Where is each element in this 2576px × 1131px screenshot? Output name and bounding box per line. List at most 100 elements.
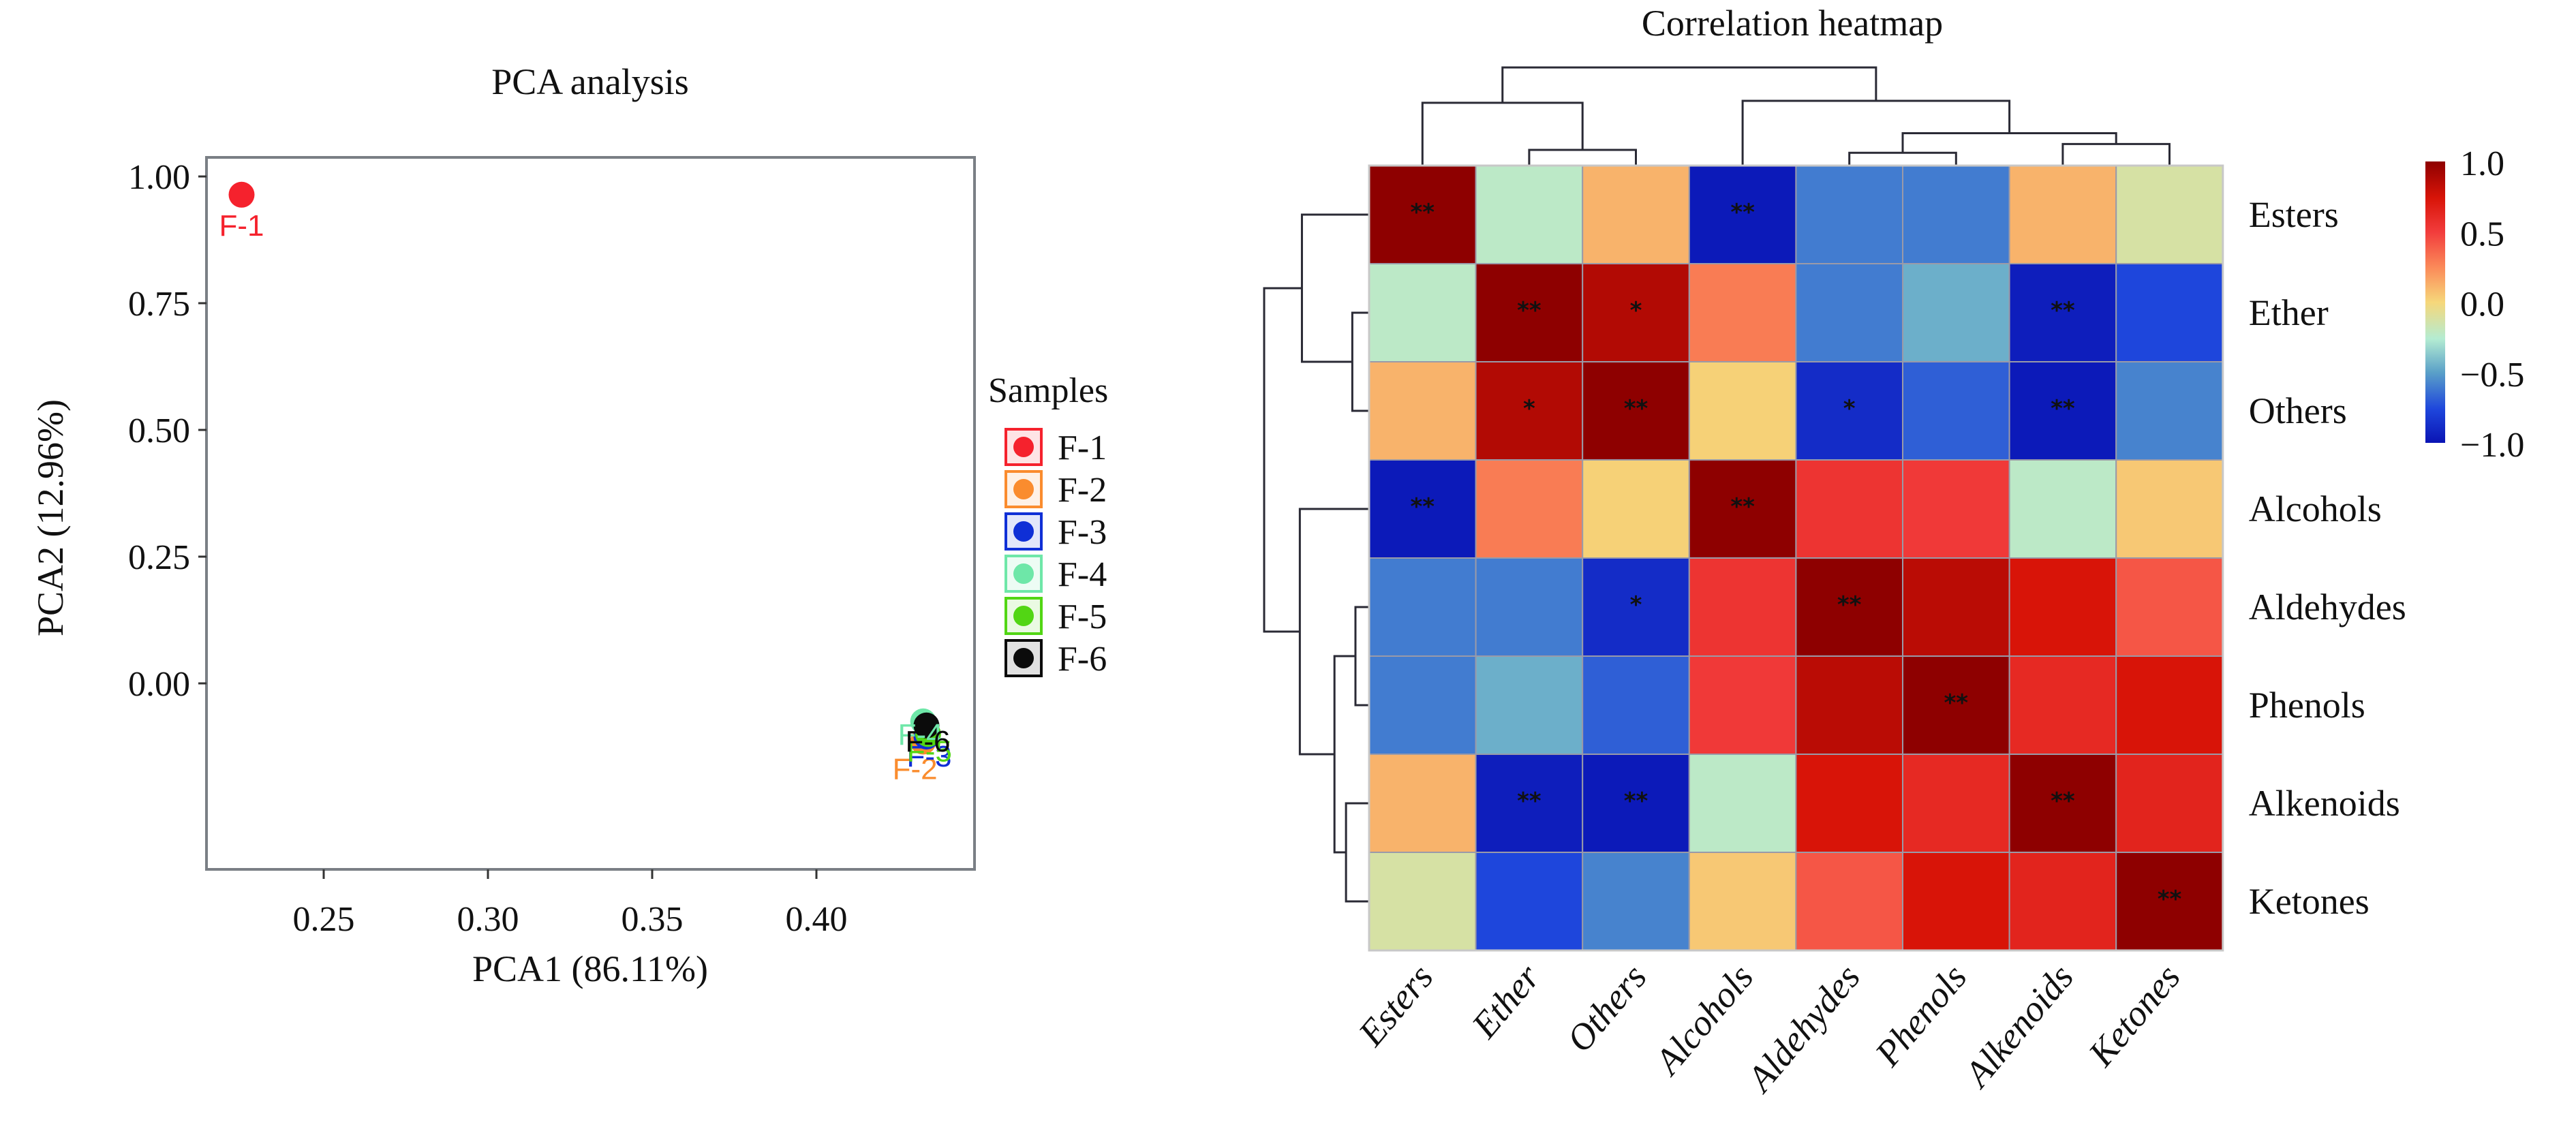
heatmap-cell xyxy=(1582,852,1690,951)
significance-mark: ** xyxy=(2051,395,2075,422)
colorbar-tick-label: −0.5 xyxy=(2460,356,2524,394)
heatmap-cell xyxy=(1902,263,2010,362)
heatmap-border xyxy=(1368,164,2224,952)
legend-key-marker xyxy=(1013,479,1034,499)
heatmap-cell xyxy=(1795,557,1903,657)
column-label: Alkenoids xyxy=(1955,957,2081,1096)
heatmap-cell xyxy=(2115,557,2224,657)
heatmap-cell xyxy=(2115,655,2224,755)
heatmap-cell xyxy=(1475,655,1584,755)
significance-mark: ** xyxy=(1411,199,1435,226)
data-point-label: F-6 xyxy=(905,725,950,758)
heatmap-cell xyxy=(1902,557,2010,657)
column-label: Phenols xyxy=(1867,957,1974,1074)
heatmap-cell xyxy=(1368,361,1477,461)
heatmap-cell xyxy=(1795,655,1903,755)
significance-mark: ** xyxy=(1624,788,1649,815)
legend-key-box xyxy=(1005,428,1043,466)
heatmap-cell xyxy=(1902,165,2010,264)
heatmap-cell xyxy=(1582,557,1690,657)
legend-label: F-1 xyxy=(1058,429,1107,467)
legend-item-f-1: F-1 xyxy=(1005,428,1107,467)
heatmap-cell xyxy=(1795,361,1903,461)
heatmap-cell xyxy=(1475,852,1584,951)
legend-key-marker xyxy=(1013,648,1034,668)
legend-item-f-5: F-5 xyxy=(1005,597,1107,636)
heatmap-cell xyxy=(1475,459,1584,559)
colorbar-tick-label: 0.0 xyxy=(2460,285,2504,324)
column-label: Aldehydes xyxy=(1738,957,1868,1100)
heatmap-cell xyxy=(2008,852,2117,951)
data-point-label: F-1 xyxy=(219,209,264,243)
significance-mark: ** xyxy=(1517,297,1542,324)
pca-legend: Samples F-1 F-2F-3F-4 F-5 F-6 xyxy=(988,371,1108,679)
legend-label: F-6 xyxy=(1058,640,1107,679)
significance-mark: ** xyxy=(1837,591,1862,619)
column-label: Alcohols xyxy=(1646,957,1761,1083)
dendrogram-branch xyxy=(1501,66,1877,103)
legend-key-box xyxy=(1005,597,1043,635)
significance-mark: ** xyxy=(2158,886,2182,913)
colorbar-tick-label: −1.0 xyxy=(2460,426,2524,465)
row-dendrogram xyxy=(1263,213,1369,903)
column-label: Ether xyxy=(1463,956,1548,1046)
heatmap-cell xyxy=(2008,263,2117,362)
significance-mark: ** xyxy=(1411,493,1435,521)
heatmap-cell xyxy=(1475,361,1584,461)
significance-mark: ** xyxy=(1730,493,1755,521)
row-labels: Esters Ether Others Alcohols Aldehydes Phenol… xyxy=(2249,194,2406,922)
dendrogram-branch xyxy=(1333,655,1355,854)
heatmap-cell xyxy=(1688,557,1797,657)
heatmap-cell xyxy=(1368,263,1477,362)
heatmap-cell xyxy=(1475,165,1584,264)
heatmap-cell xyxy=(1582,754,1690,853)
heatmap-cell xyxy=(2115,263,2224,362)
heatmap-cell xyxy=(1582,459,1690,559)
dendrogram-branch xyxy=(1263,287,1302,633)
legend-item-f-2: F-2 xyxy=(1005,470,1107,510)
pca-y-ticks: 1.00 0.75 0.50 0.25 0.00 xyxy=(128,158,206,704)
pca-title: PCA analysis xyxy=(491,61,689,102)
heatmap-cell xyxy=(2115,459,2224,559)
heatmap-cell xyxy=(1368,754,1477,853)
heatmap-cell xyxy=(1368,655,1477,755)
heatmap-cell xyxy=(2008,655,2117,755)
legend-item-f-4: F-4 xyxy=(1005,555,1107,594)
dendrogram-branch xyxy=(1300,213,1369,363)
heatmap-cell xyxy=(1795,459,1903,559)
heatmap-cell xyxy=(1795,852,1903,951)
heatmap-cell xyxy=(1902,754,2010,853)
significance-mark: ** xyxy=(1944,690,1969,717)
significance-mark: ** xyxy=(2051,297,2075,324)
column-label: Ketones xyxy=(2080,957,2188,1074)
heatmap-cell xyxy=(1902,361,2010,461)
row-label: Ether xyxy=(2249,292,2329,333)
column-label: Esters xyxy=(1350,957,1441,1054)
legend-label: F-4 xyxy=(1058,555,1107,594)
heatmap-cell xyxy=(1475,263,1584,362)
row-label: Esters xyxy=(2249,194,2339,235)
dendrogram-branch xyxy=(1345,802,1369,903)
legend-title: Samples xyxy=(988,371,1108,410)
dendrogram-branch xyxy=(1901,131,2117,153)
legend-item-f-3: F-3 xyxy=(1005,512,1107,552)
pca-plot-frame xyxy=(205,156,976,871)
dendrogram-branch xyxy=(1741,99,2011,166)
row-label: Alcohols xyxy=(2249,489,2382,529)
legend-label: F-3 xyxy=(1058,513,1107,552)
significance-mark: ** xyxy=(1730,199,1755,226)
column-labels: Esters Ether OthersAlcoholsAldehydesPhenol… xyxy=(1350,956,2188,1100)
column-label: Others xyxy=(1559,957,1654,1059)
y-tick-label: 0.75 xyxy=(128,285,190,324)
heatmap-cell xyxy=(1582,165,1690,264)
heatmap-cell xyxy=(1902,459,2010,559)
data-point-label: F-3 xyxy=(906,740,951,773)
heatmap-cell xyxy=(2115,361,2224,461)
heatmap-cell xyxy=(1475,557,1584,657)
data-point-f-1 xyxy=(228,181,255,208)
significance-mark: ** xyxy=(1517,788,1542,815)
legend-key-marker xyxy=(1013,606,1034,626)
colorbar-tick-label: 0.5 xyxy=(2460,215,2504,253)
heatmap-cell xyxy=(1368,557,1477,657)
